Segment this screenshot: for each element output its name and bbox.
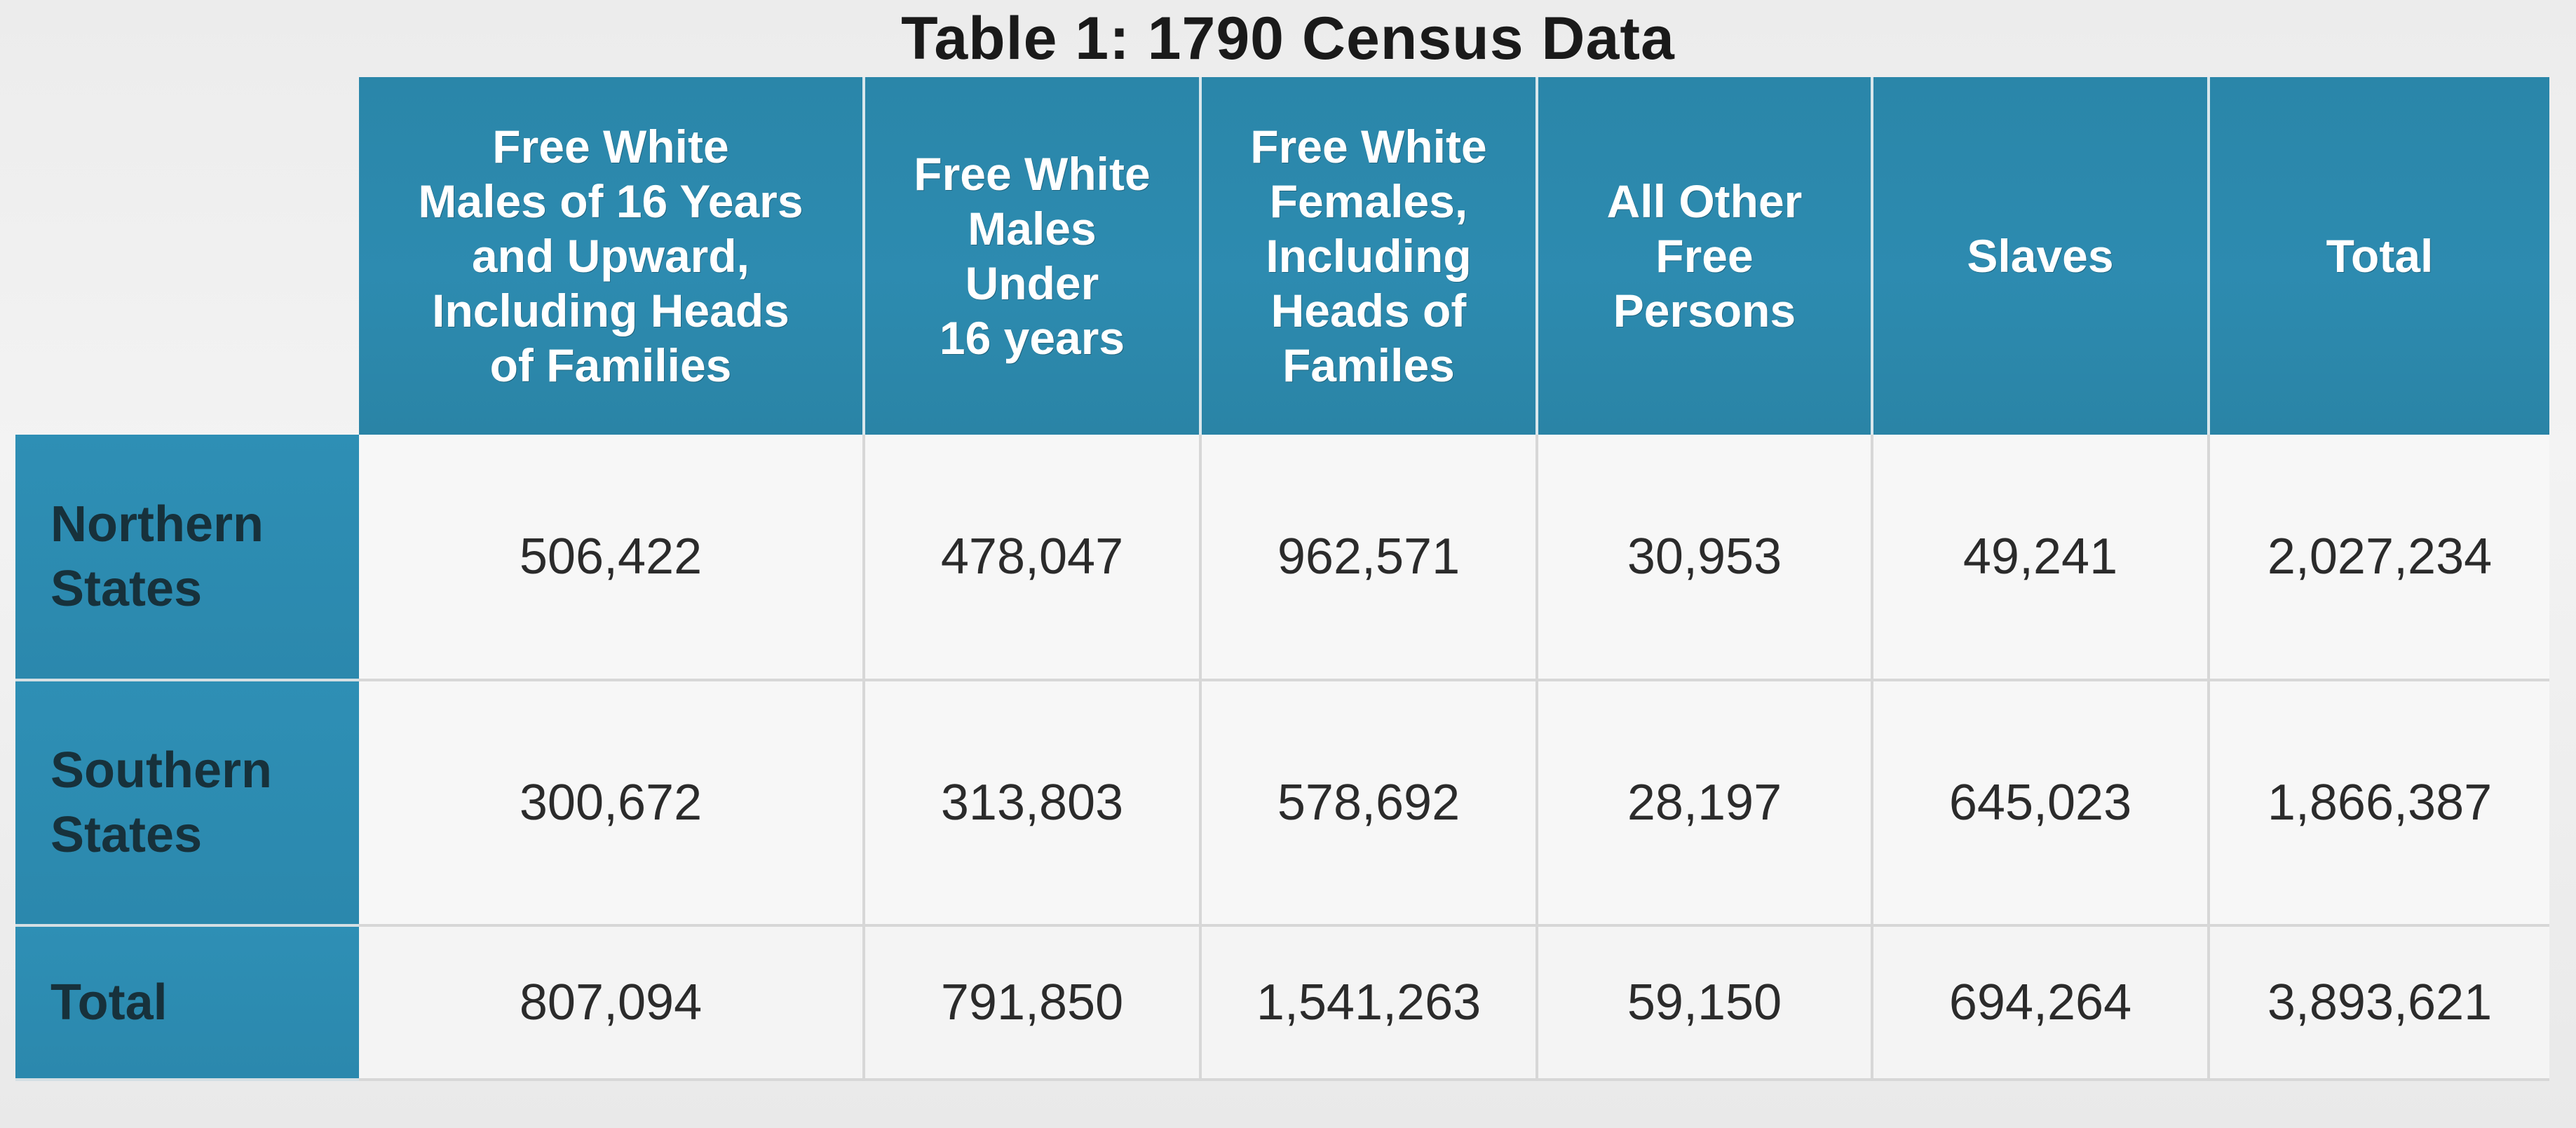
- table-title: Table 1: 1790 Census Data: [901, 5, 1675, 72]
- column-header-label: Free White Males of 16 Years and Upward,…: [418, 121, 804, 391]
- table-row-northern-states: Northern States 506,422 478,047 962,571 …: [15, 435, 2549, 681]
- table-cell: 3,893,621: [2209, 925, 2549, 1081]
- column-header-slaves: Slaves: [1872, 77, 2210, 435]
- table-cell: 59,150: [1537, 925, 1873, 1081]
- column-header-free-white-females: Free White Females, Including Heads of F…: [1200, 77, 1538, 435]
- row-header-northern-states: Northern States: [15, 435, 359, 681]
- table-row-total: Total 807,094 791,850 1,541,263 59,150 6…: [15, 925, 2549, 1081]
- table-cell: 645,023: [1872, 680, 2210, 927]
- row-header-total: Total: [15, 925, 359, 1081]
- table-cell: 478,047: [864, 435, 1202, 681]
- table-cell: 578,692: [1200, 680, 1538, 927]
- table-cell: 1,541,263: [1200, 925, 1538, 1081]
- table-cell: 791,850: [864, 925, 1202, 1081]
- table-cell: 506,422: [359, 435, 865, 681]
- column-header-free-white-males-under-16: Free White Males Under 16 years: [864, 77, 1202, 435]
- corner-cell: [15, 77, 359, 435]
- row-header-southern-states: Southern States: [15, 680, 359, 927]
- column-header-free-white-males-16-up: Free White Males of 16 Years and Upward,…: [359, 77, 865, 435]
- table-cell: 30,953: [1537, 435, 1873, 681]
- table-cell: 807,094: [359, 925, 865, 1081]
- column-header-all-other-free-persons: All Other Free Persons: [1537, 77, 1873, 435]
- table-cell: 1,866,387: [2209, 680, 2549, 927]
- column-header-label: Total: [2326, 230, 2434, 282]
- column-header-label: Slaves: [1967, 230, 2114, 282]
- column-header-label: Free White Females, Including Heads of F…: [1250, 121, 1487, 391]
- column-header-label: All Other Free Persons: [1606, 175, 1803, 337]
- column-header-label: Free White Males Under 16 years: [914, 148, 1151, 364]
- table-row-southern-states: Southern States 300,672 313,803 578,692 …: [15, 680, 2549, 927]
- header-row: Free White Males of 16 Years and Upward,…: [15, 77, 2549, 435]
- table-cell: 962,571: [1200, 435, 1538, 681]
- table-cell: 2,027,234: [2209, 435, 2549, 681]
- table-cell: 49,241: [1872, 435, 2210, 681]
- table-cell: 694,264: [1872, 925, 2210, 1081]
- table-cell: 28,197: [1537, 680, 1873, 927]
- column-header-total: Total: [2209, 77, 2549, 435]
- table-cell: 313,803: [864, 680, 1202, 927]
- table-cell: 300,672: [359, 680, 865, 927]
- census-table: Free White Males of 16 Years and Upward,…: [15, 77, 2549, 1081]
